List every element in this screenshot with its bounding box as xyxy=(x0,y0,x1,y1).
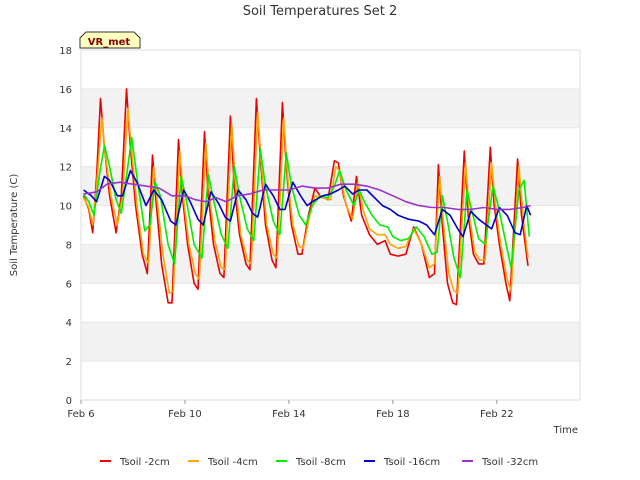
station-badge: VR_met xyxy=(79,31,141,49)
series-lines xyxy=(82,88,532,306)
x-tick-label: Feb 18 xyxy=(376,409,410,420)
y-tick-label: 10 xyxy=(59,202,72,213)
x-axis: Feb 6 Feb 10 Feb 14 Feb 18 Feb 22 xyxy=(67,400,514,420)
grid-band xyxy=(81,50,580,89)
x-axis-label: Time xyxy=(553,425,578,436)
series-line xyxy=(82,136,531,279)
legend-label: Tsoil -8cm xyxy=(295,457,346,468)
y-tick-label: 2 xyxy=(66,357,72,368)
legend-label: Tsoil -4cm xyxy=(207,457,258,468)
plot-area xyxy=(80,49,581,401)
x-tick-label: Feb 22 xyxy=(480,409,514,420)
y-tick-label: 18 xyxy=(59,46,72,57)
x-tick-label: Feb 14 xyxy=(272,409,306,420)
x-tick-label: Feb 10 xyxy=(168,409,202,420)
y-tick-label: 6 xyxy=(66,279,72,290)
chart-title: Soil Temperatures Set 2 xyxy=(243,4,398,19)
x-tick-label: Feb 6 xyxy=(67,409,94,420)
y-tick-label: 16 xyxy=(59,85,72,96)
y-axis-label: Soil Temperature (C) xyxy=(9,174,20,277)
y-axis: 0 2 4 6 8 10 12 14 16 18 xyxy=(59,46,72,407)
y-tick-label: 0 xyxy=(66,396,72,407)
y-tick-label: 14 xyxy=(59,124,72,135)
grid-band xyxy=(81,322,580,362)
grid-band xyxy=(81,361,580,400)
grid-band xyxy=(81,283,580,323)
y-tick-label: 4 xyxy=(66,318,72,329)
y-tick-label: 12 xyxy=(59,163,72,174)
series-line xyxy=(83,169,532,238)
grid-band xyxy=(81,127,580,167)
legend: Tsoil -2cm Tsoil -4cm Tsoil -8cm Tsoil -16c… xyxy=(100,457,538,468)
y-tick-label: 8 xyxy=(66,240,72,251)
grid-bands xyxy=(81,50,580,401)
station-label: VR_met xyxy=(88,37,131,48)
series-line xyxy=(83,181,531,211)
legend-label: Tsoil -32cm xyxy=(481,457,538,468)
legend-label: Tsoil -2cm xyxy=(119,457,170,468)
legend-label: Tsoil -16cm xyxy=(383,457,440,468)
grid-band xyxy=(81,88,580,128)
